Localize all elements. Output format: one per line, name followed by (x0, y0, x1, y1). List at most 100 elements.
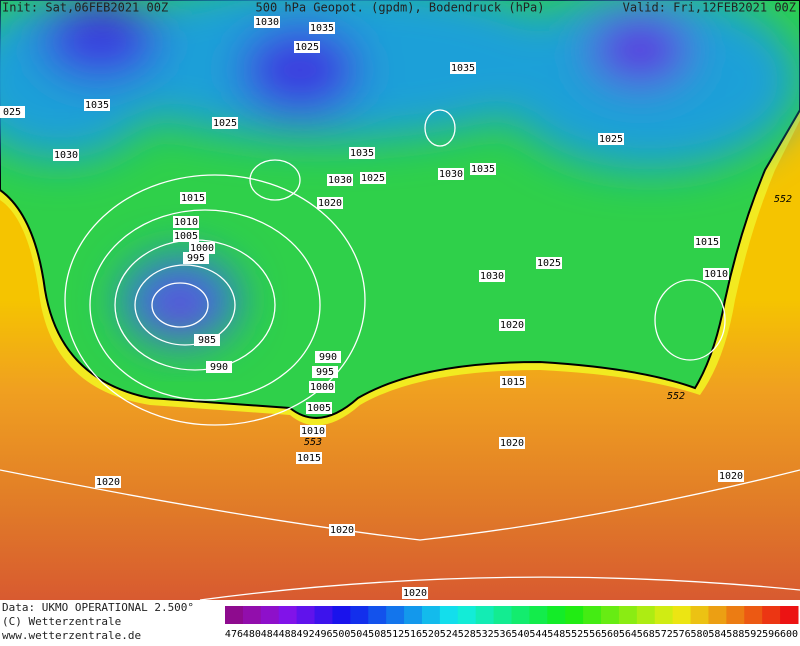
label-box (309, 381, 335, 393)
colorbar-label: 592 (744, 629, 762, 640)
label-box (694, 236, 720, 248)
colorbar-swatch (332, 606, 351, 624)
label-box (479, 270, 505, 282)
isobar-label: 1035 (85, 100, 109, 111)
label-box (206, 361, 232, 373)
isobar-label: 1035 (350, 148, 374, 159)
colorbar-swatch (744, 606, 763, 624)
label-box (718, 470, 744, 482)
colorbar-swatch (439, 606, 459, 624)
isobar-label: 1030 (439, 169, 463, 180)
colorbar-swatch (511, 606, 530, 624)
colorbar-swatch (475, 606, 495, 624)
label-box (194, 334, 220, 346)
isobar-label: 995 (187, 253, 205, 264)
colorbar-label: 568 (637, 629, 655, 640)
colorbar-label: 496 (314, 629, 332, 640)
label-box (317, 197, 343, 209)
isobar-label: 1020 (96, 477, 120, 488)
label-box (180, 192, 206, 204)
isobar-label: 1020 (403, 588, 427, 599)
colorbar-swatch (386, 606, 405, 624)
colorbar-swatch (565, 606, 584, 624)
isobar-label: 1025 (537, 258, 561, 269)
isobar-label: 1020 (330, 525, 354, 536)
isobar-label: 1020 (318, 198, 342, 209)
isobar-label: 1010 (301, 426, 325, 437)
label-box (327, 174, 353, 186)
geopot-label: 552 (667, 391, 685, 402)
colorbar-swatch (296, 606, 316, 624)
isobar-label: 1010 (174, 217, 198, 228)
label-box (598, 133, 624, 145)
label-box (309, 22, 335, 34)
isobar-label: 1030 (54, 150, 78, 161)
colorbar-swatch (780, 606, 799, 624)
colorbar-label: 488 (279, 629, 297, 640)
isobar-label: 1015 (181, 193, 205, 204)
isobar-label: 1015 (501, 377, 525, 388)
colorbar-label: 500 (332, 629, 350, 640)
isobar-label: 1015 (695, 237, 719, 248)
colorbar-label: 564 (619, 629, 637, 640)
label-box (500, 376, 526, 388)
colorbar-label: 520 (422, 629, 440, 640)
label-box (189, 242, 215, 254)
colorbar-swatch (242, 606, 262, 624)
label-box (296, 452, 322, 464)
label-box (0, 106, 25, 118)
cold-fields (0, 0, 800, 345)
colorbar-swatch (654, 606, 674, 624)
label-box (212, 117, 238, 129)
isobar-label: 1025 (295, 42, 319, 53)
isobar-label: 1020 (719, 471, 743, 482)
isobar-label: 1020 (500, 438, 524, 449)
label-box (315, 351, 341, 363)
isobar-label: 1010 (704, 269, 728, 280)
colorbar-label: 548 (547, 629, 565, 640)
label-box (329, 524, 355, 536)
isobar-label: 1030 (328, 175, 352, 186)
isobar-label: 1005 (174, 231, 198, 242)
colorbar-swatch (225, 606, 244, 624)
isobar-label: 1025 (213, 118, 237, 129)
isobar-label: 1035 (451, 63, 475, 74)
data-source: Data: UKMO OPERATIONAL 2.500° (2, 601, 194, 614)
isobar-label: 990 (319, 352, 337, 363)
colorbar-label: 556 (583, 629, 601, 640)
colorbar-swatch (618, 606, 638, 624)
label-box (53, 149, 79, 161)
colorbar-label: 560 (601, 629, 619, 640)
label-box (360, 172, 386, 184)
colorbar-swatch (421, 606, 441, 624)
colorbar-label: 512 (386, 629, 404, 640)
isobar-label: 1000 (190, 243, 214, 254)
label-box (450, 62, 476, 74)
isobar-label: 1005 (307, 403, 331, 414)
colorbar-swatch (314, 606, 333, 624)
colorbar-label: 544 (529, 629, 547, 640)
isobar-label: 1030 (480, 271, 504, 282)
colorbar-label: 492 (297, 629, 315, 640)
valid-text: Valid: Fri,12FEB2021 00Z (623, 1, 796, 15)
label-box (173, 216, 199, 228)
colorbar-label: 484 (261, 629, 279, 640)
isobar-label: 1035 (310, 23, 334, 34)
colorbar-swatch (404, 606, 423, 624)
colorbar-swatch (350, 606, 369, 624)
label-box (183, 252, 209, 264)
label-box (95, 476, 121, 488)
isobar-label: 985 (198, 335, 216, 346)
isobars (0, 109, 800, 601)
label-box (438, 168, 464, 180)
colorbar-swatch (690, 606, 709, 624)
label-box (349, 147, 375, 159)
isobar-label: 1020 (500, 320, 524, 331)
colorbar-label: 532 (476, 629, 494, 640)
isobar-label: 1025 (599, 134, 623, 145)
colorbar-swatch (762, 606, 781, 624)
colorbar-swatch (368, 606, 387, 624)
colorbar-swatch (583, 606, 602, 624)
label-box (703, 268, 729, 280)
